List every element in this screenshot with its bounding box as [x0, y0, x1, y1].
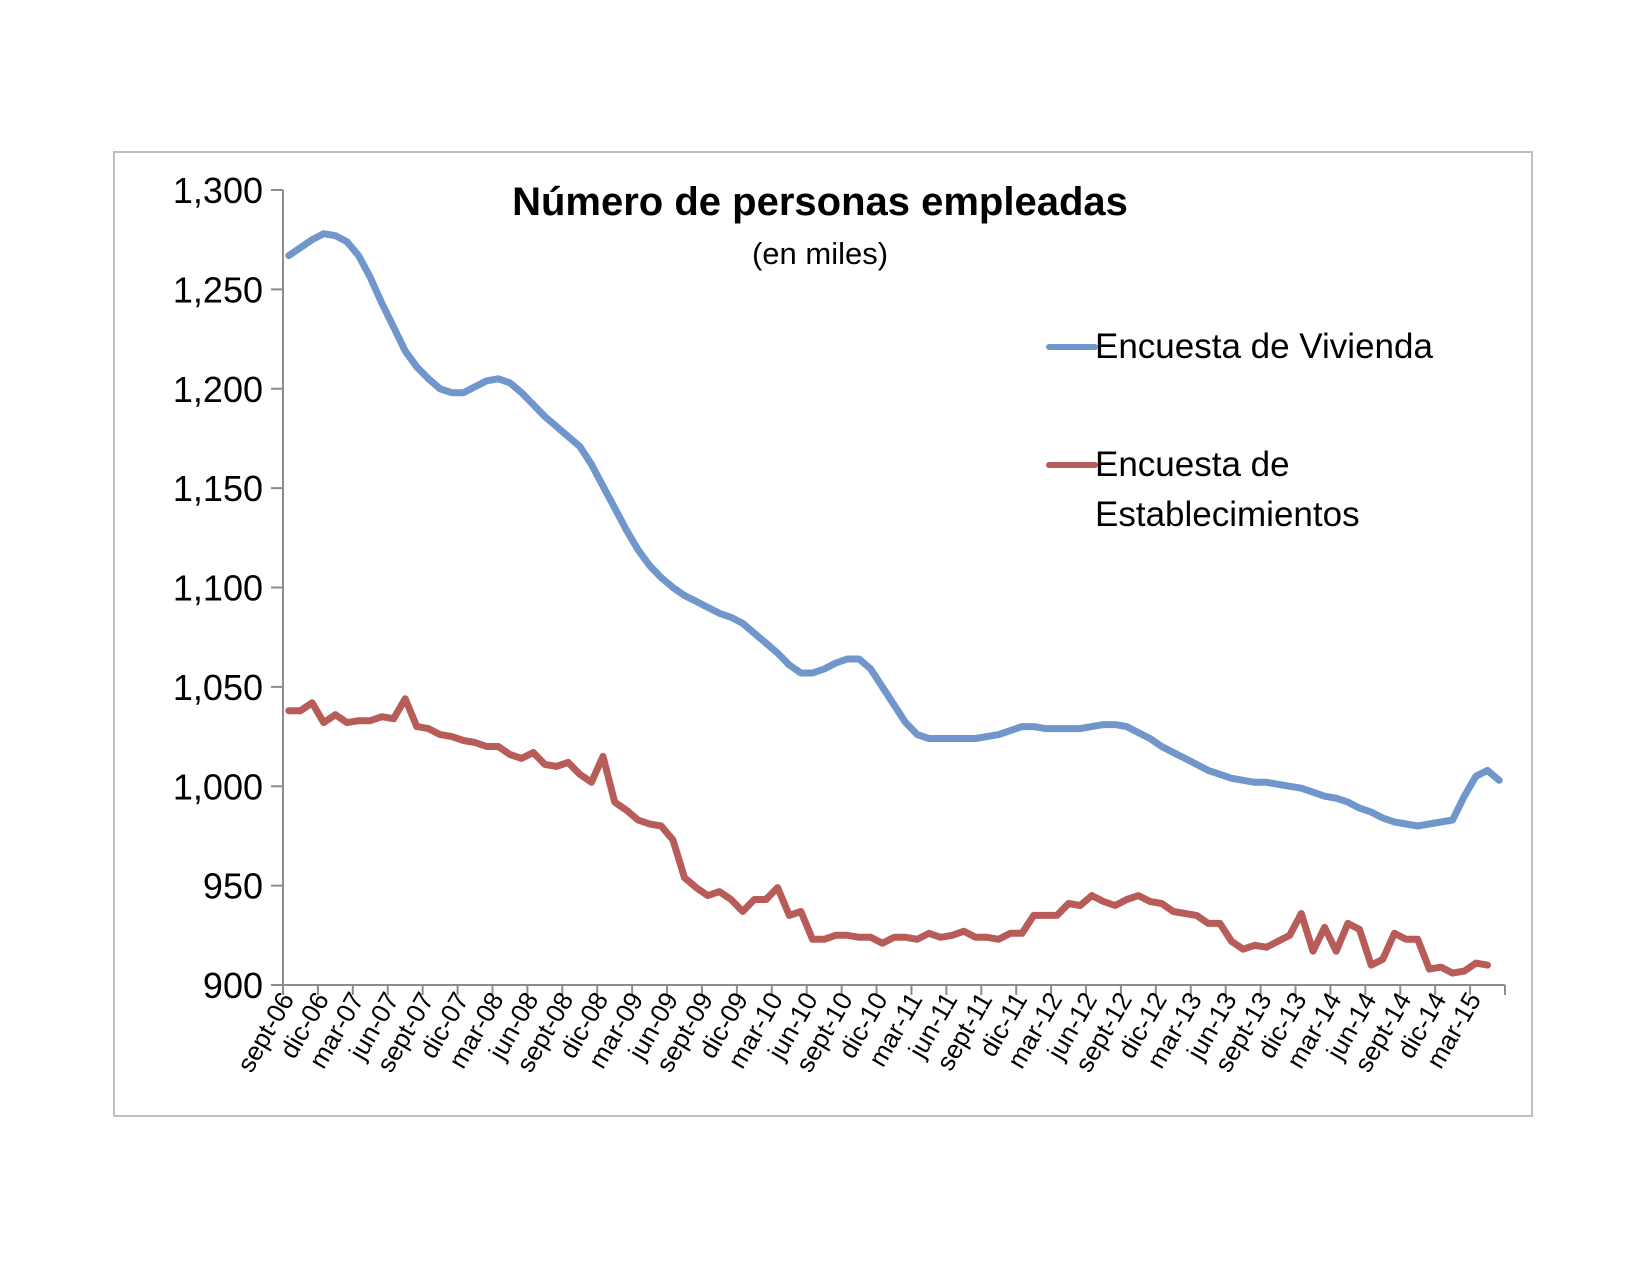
legend-swatch-establecimientos [1046, 462, 1098, 468]
y-tick-label: 900 [203, 965, 263, 1006]
chart-title: Número de personas empleadas [512, 180, 1128, 224]
y-axis-ticks: 900 950 1,000 1,050 1,100 1,150 1,200 1,250 1,30… [173, 170, 283, 1006]
legend-label-vivienda: Encuesta de Vivienda [1095, 327, 1433, 366]
axes [282, 190, 1505, 986]
series-lines [285, 230, 1503, 977]
legend-label-establecimientos: Encuesta de Establecimientos [1095, 445, 1360, 534]
y-tick-label: 1,100 [173, 568, 263, 609]
legend-swatch-vivienda [1046, 344, 1098, 350]
y-tick-label: 950 [203, 866, 263, 907]
y-tick-label: 1,250 [173, 269, 263, 310]
chart-frame [113, 151, 1533, 1117]
y-tick-label: 1,300 [173, 170, 263, 211]
series-line-vivienda [285, 230, 1503, 830]
y-tick-label: 1,000 [173, 766, 263, 807]
y-tick-label: 1,150 [173, 468, 263, 509]
y-tick-label: 1,200 [173, 369, 263, 410]
chart-subtitle: (en miles) [751, 236, 889, 271]
series-line-establecimientos [285, 695, 1491, 977]
y-tick-label: 1,050 [173, 667, 263, 708]
x-axis-ticks: sept-06dic-06mar-07jun-07sept-07dic-07ma… [231, 985, 1506, 1077]
